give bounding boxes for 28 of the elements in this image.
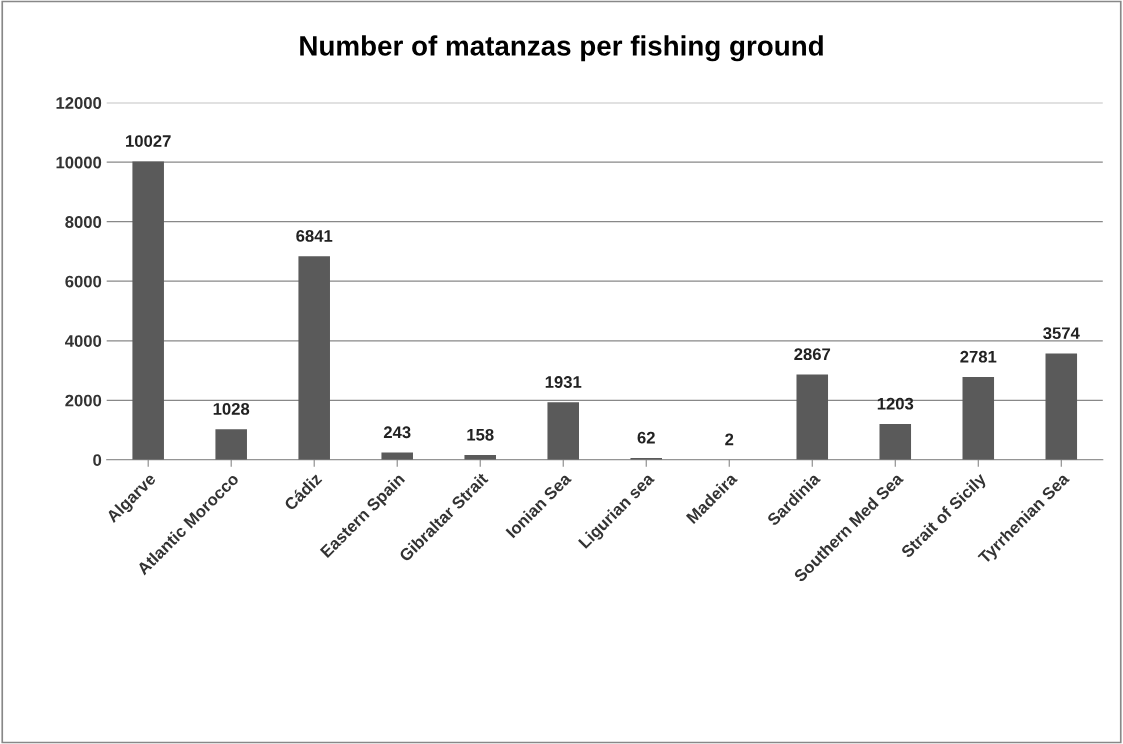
bar — [796, 374, 829, 460]
data-label: 10027 — [126, 135, 171, 147]
y-tick-label: 2000 — [65, 394, 102, 407]
y-tick-label: 8000 — [65, 216, 102, 228]
bar — [879, 423, 912, 460]
y-tick-label: 6000 — [65, 275, 102, 288]
data-label: 2 — [725, 433, 734, 446]
bar — [962, 377, 995, 460]
data-label: 1028 — [213, 402, 250, 415]
bar — [1045, 353, 1078, 460]
bar — [547, 402, 579, 460]
chart-title: Number of matanzas per fishing ground — [300, 35, 823, 62]
data-label: 243 — [383, 426, 411, 439]
data-label: 1203 — [877, 397, 914, 410]
y-tick-label: 4000 — [65, 335, 102, 347]
data-label: 158 — [467, 428, 494, 441]
data-label: 3574 — [1043, 327, 1080, 340]
data-label: 2867 — [794, 348, 831, 361]
bar — [215, 429, 247, 460]
bar — [298, 256, 330, 460]
data-label: 1931 — [545, 376, 582, 388]
y-tick-label: 0 — [93, 454, 102, 466]
data-label: 62 — [637, 431, 655, 444]
bar — [132, 161, 164, 460]
y-tick-label: 10000 — [56, 156, 102, 169]
y-tick-label: 12000 — [56, 97, 102, 109]
data-label: 6841 — [296, 230, 333, 242]
data-label: 2781 — [960, 350, 997, 363]
